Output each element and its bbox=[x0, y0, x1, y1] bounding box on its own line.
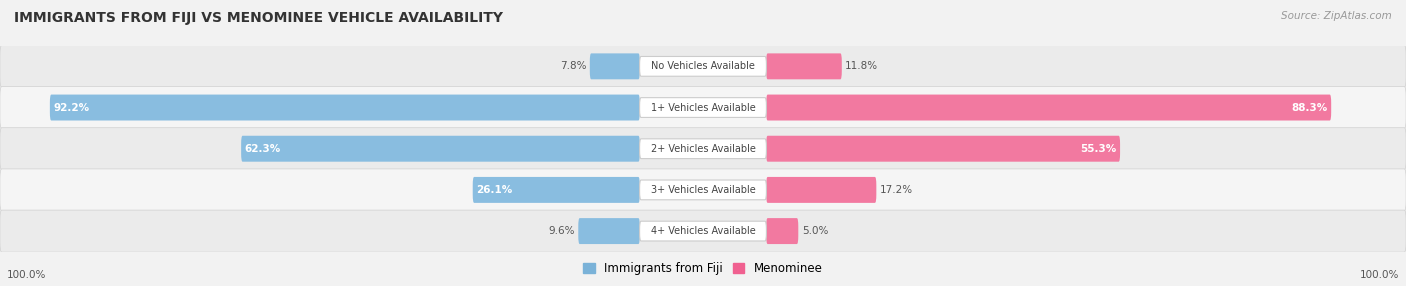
Text: 26.1%: 26.1% bbox=[477, 185, 513, 195]
FancyBboxPatch shape bbox=[766, 177, 876, 203]
FancyBboxPatch shape bbox=[766, 136, 1121, 162]
Text: 1+ Vehicles Available: 1+ Vehicles Available bbox=[651, 103, 755, 112]
Text: 3+ Vehicles Available: 3+ Vehicles Available bbox=[651, 185, 755, 195]
Text: 17.2%: 17.2% bbox=[880, 185, 912, 195]
FancyBboxPatch shape bbox=[766, 95, 1331, 120]
Text: 9.6%: 9.6% bbox=[548, 226, 575, 236]
FancyBboxPatch shape bbox=[766, 218, 799, 244]
Text: Source: ZipAtlas.com: Source: ZipAtlas.com bbox=[1281, 11, 1392, 21]
Legend: Immigrants from Fiji, Menominee: Immigrants from Fiji, Menominee bbox=[578, 258, 828, 280]
FancyBboxPatch shape bbox=[640, 180, 766, 200]
FancyBboxPatch shape bbox=[589, 53, 640, 79]
Text: 92.2%: 92.2% bbox=[53, 103, 90, 112]
Text: 88.3%: 88.3% bbox=[1291, 103, 1327, 112]
Text: 5.0%: 5.0% bbox=[801, 226, 828, 236]
FancyBboxPatch shape bbox=[640, 98, 766, 118]
FancyBboxPatch shape bbox=[242, 136, 640, 162]
FancyBboxPatch shape bbox=[640, 56, 766, 76]
FancyBboxPatch shape bbox=[0, 87, 1406, 128]
Text: No Vehicles Available: No Vehicles Available bbox=[651, 61, 755, 71]
Text: 100.0%: 100.0% bbox=[7, 270, 46, 279]
Text: 11.8%: 11.8% bbox=[845, 61, 879, 71]
FancyBboxPatch shape bbox=[766, 53, 842, 79]
FancyBboxPatch shape bbox=[640, 221, 766, 241]
FancyBboxPatch shape bbox=[0, 169, 1406, 211]
Text: 2+ Vehicles Available: 2+ Vehicles Available bbox=[651, 144, 755, 154]
Text: 62.3%: 62.3% bbox=[245, 144, 281, 154]
Text: 100.0%: 100.0% bbox=[1360, 270, 1399, 279]
Text: 4+ Vehicles Available: 4+ Vehicles Available bbox=[651, 226, 755, 236]
FancyBboxPatch shape bbox=[0, 128, 1406, 170]
Text: IMMIGRANTS FROM FIJI VS MENOMINEE VEHICLE AVAILABILITY: IMMIGRANTS FROM FIJI VS MENOMINEE VEHICL… bbox=[14, 11, 503, 25]
FancyBboxPatch shape bbox=[49, 95, 640, 120]
FancyBboxPatch shape bbox=[0, 210, 1406, 252]
Text: 55.3%: 55.3% bbox=[1080, 144, 1116, 154]
FancyBboxPatch shape bbox=[578, 218, 640, 244]
FancyBboxPatch shape bbox=[472, 177, 640, 203]
FancyBboxPatch shape bbox=[640, 139, 766, 159]
Text: 7.8%: 7.8% bbox=[560, 61, 586, 71]
FancyBboxPatch shape bbox=[0, 45, 1406, 87]
